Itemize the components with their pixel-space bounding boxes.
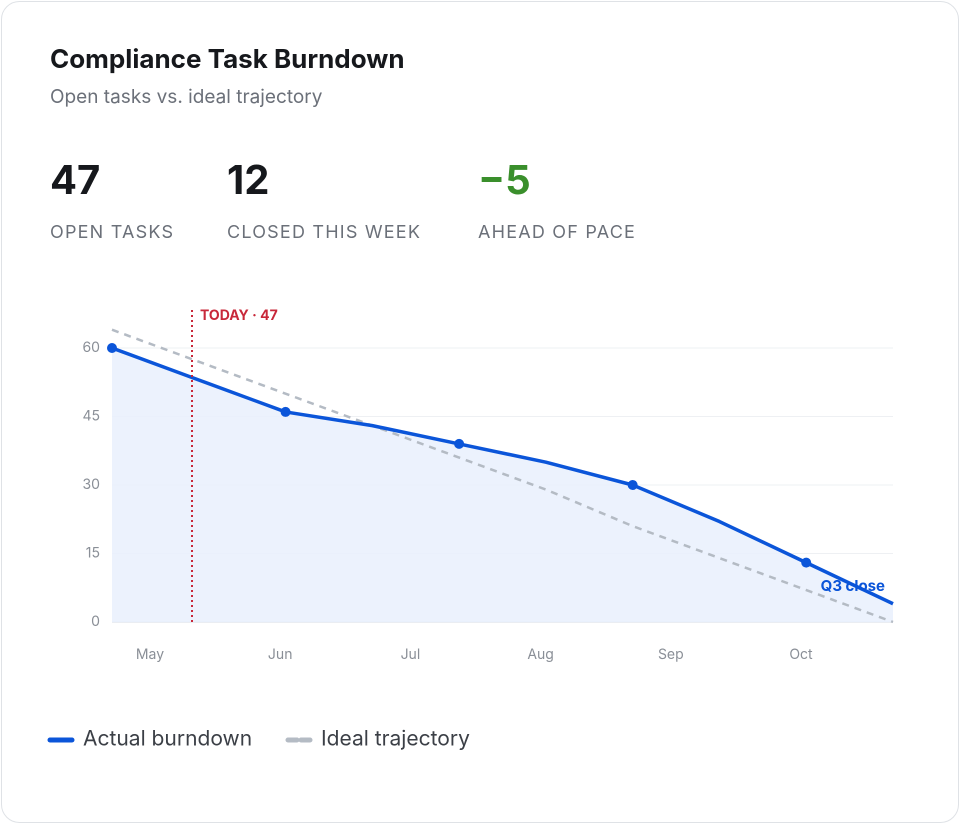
point xyxy=(627,480,638,490)
x-tick-label: Oct xyxy=(789,646,813,663)
y-tick-label: 45 xyxy=(82,407,100,424)
y-tick-label: 60 xyxy=(82,339,100,356)
x-tick-label: Aug xyxy=(527,646,554,663)
x-tick-label: Sep xyxy=(658,646,684,663)
title: Compliance Task Burndown xyxy=(50,44,405,75)
point xyxy=(454,438,465,449)
y-tick-label: 15 xyxy=(86,544,100,561)
series-line xyxy=(111,328,894,624)
series-line xyxy=(111,346,894,606)
plot: 0 15 30 45 60 May Jun Jul Aug Sep Oct xyxy=(82,328,894,663)
kpi-value: 47 xyxy=(50,155,100,204)
y-tick-label: 30 xyxy=(83,476,100,493)
kpi-label: OPEN TASKS xyxy=(50,222,174,243)
legend-label: Actual burndown xyxy=(83,727,252,752)
point xyxy=(801,557,812,568)
x-tick-label: Jul xyxy=(401,646,421,663)
end-label: Q3 close xyxy=(821,576,885,595)
kpi-label: AHEAD OF PACE xyxy=(478,222,636,243)
y-tick-label: 0 xyxy=(91,613,100,630)
legend: Actual burndown Ideal trajectory xyxy=(47,727,470,752)
x-tick-label: May xyxy=(136,646,164,663)
point xyxy=(280,406,291,417)
today-label: TODAY · 47 xyxy=(200,307,278,324)
kpi-value: 12 xyxy=(227,155,269,204)
kpi-value: −5 xyxy=(478,155,531,204)
kpi-label: CLOSED THIS WEEK xyxy=(227,222,421,243)
subtitle: Open tasks vs. ideal trajectory xyxy=(50,85,323,108)
x-tick-label: Jun xyxy=(268,646,293,663)
point xyxy=(107,343,117,353)
legend-label: Ideal trajectory xyxy=(321,727,470,752)
